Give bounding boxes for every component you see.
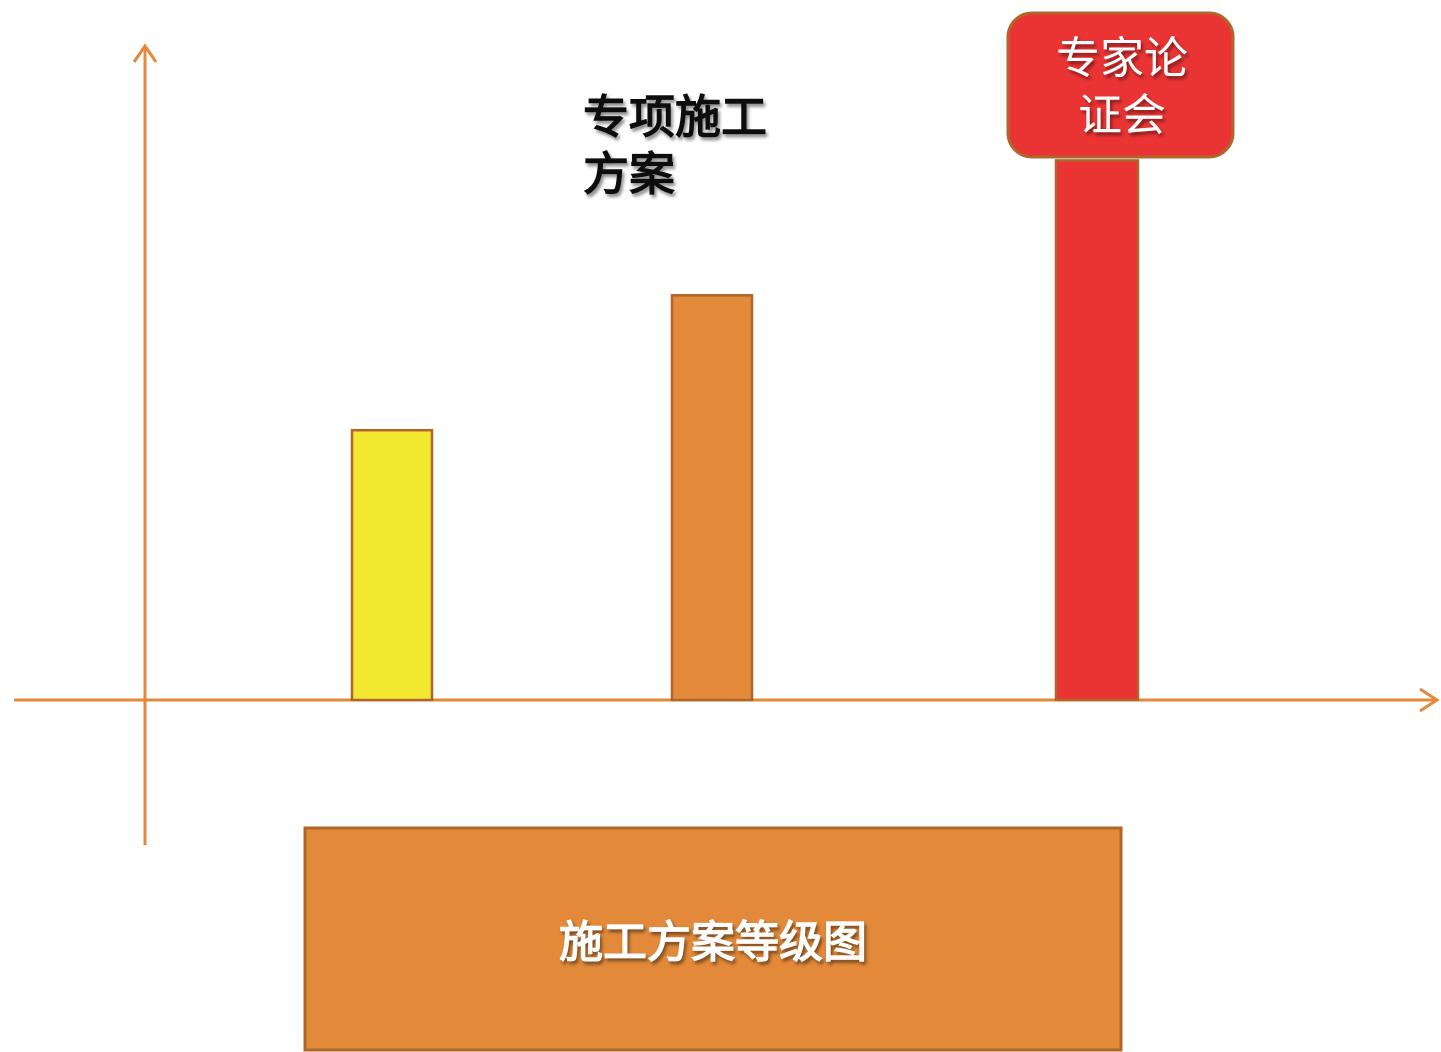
title-background (303, 826, 1123, 1052)
chart-title: 施工方案等级图 (559, 917, 867, 968)
title-box: 施工方案等级图 (303, 826, 1123, 1052)
bar-1 (350, 428, 434, 702)
bar-label-plain: 专项施工 方案 (583, 90, 767, 201)
bars (350, 159, 1140, 702)
bar-label-line: 专项施工 (583, 90, 767, 144)
bar-2 (670, 294, 754, 702)
callout-box: 专家论 证会 (1006, 11, 1235, 159)
callout-line: 证会 (1078, 90, 1166, 141)
bar-3 (1054, 159, 1140, 702)
y-axis-arrow-icon (132, 43, 158, 63)
x-axis-arrow-icon (1419, 687, 1440, 713)
bar-label-line: 方案 (583, 147, 676, 201)
callout-line: 专家论 (1056, 33, 1188, 84)
callout-background (1006, 11, 1235, 159)
